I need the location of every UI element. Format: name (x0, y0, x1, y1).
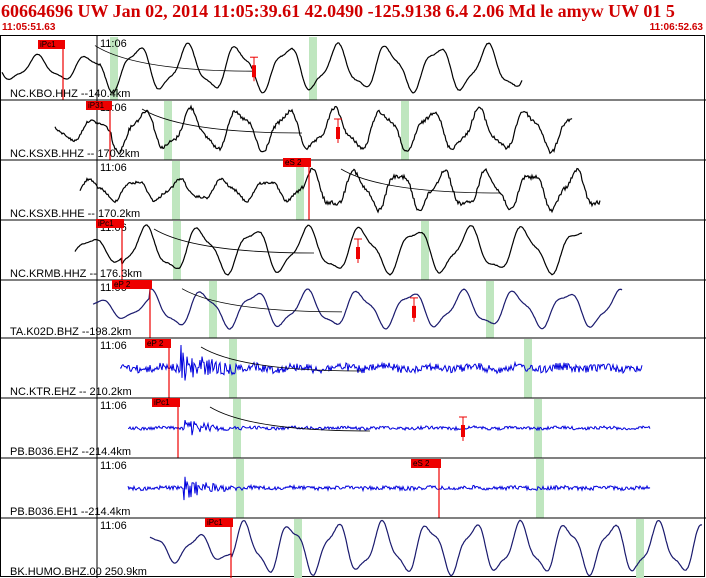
phase-window-bar (172, 161, 180, 220)
trace-label: TA.K02D.BHZ --198.2km (10, 326, 131, 338)
time-tick-label: 11:06 (100, 38, 127, 50)
window-start-time: 11:05:51.63 (2, 22, 56, 33)
phase-pick-flag[interactable] (112, 280, 152, 289)
phase-pick-flag[interactable] (283, 158, 311, 167)
waveform-trace[interactable] (120, 344, 643, 381)
waveform-trace[interactable] (74, 224, 583, 276)
phase-window-bar (110, 37, 118, 100)
phase-pick-label: iPc1 (154, 398, 170, 407)
amplitude-marker-box (461, 425, 465, 437)
phase-pick-label: iPc1 (40, 40, 56, 49)
phase-pick-flag[interactable] (145, 339, 171, 348)
phase-window-bar (294, 519, 302, 578)
waveform-trace[interactable] (92, 288, 623, 330)
amplitude-marker-box (356, 247, 360, 259)
waveform-trace[interactable] (149, 519, 703, 577)
phase-window-bar (173, 221, 181, 280)
phase-window-bar (233, 399, 241, 458)
phase-pick-label: eP 2 (147, 339, 164, 348)
trace-label: NC.KSXB.HHZ -- 170.2km (10, 148, 140, 160)
phase-window-bar (636, 519, 644, 578)
travel-time-curve (181, 288, 343, 313)
time-tick-label: 11:06 (100, 460, 127, 472)
amplitude-marker-box (252, 65, 256, 78)
travel-time-curve (200, 346, 362, 372)
time-tick-label: 11:06 (100, 400, 127, 412)
trace-label: NC.KTR.EHZ -- 210.2km (10, 386, 132, 398)
travel-time-curve (141, 108, 303, 134)
time-tick-label: 11:06 (100, 520, 127, 532)
time-tick-label: 11:06 (100, 162, 127, 174)
trace-label: NC.KSXB.HHE -- 170.2km (10, 208, 140, 220)
phase-pick-label: iP31 (88, 101, 105, 110)
travel-time-curve (209, 406, 371, 432)
phase-window-bar (236, 459, 244, 518)
phase-pick-label: eS 2 (285, 158, 302, 167)
phase-pick-flag[interactable] (205, 518, 233, 527)
phase-window-bar (401, 101, 409, 160)
phase-window-bar (164, 101, 172, 160)
trace-label: BK.HUMO.BHZ.00 250.9km (10, 566, 147, 578)
amplitude-marker-box (336, 127, 340, 139)
phase-window-bar (209, 281, 217, 338)
amplitude-marker-box (412, 305, 416, 318)
travel-time-curve (94, 45, 256, 72)
phase-pick-label: eS 2 (413, 459, 430, 468)
phase-pick-label: iPc1 (98, 219, 114, 228)
phase-pick-flag[interactable] (411, 459, 441, 468)
trace-label: PB.B036.EH1 --214.4km (10, 506, 130, 518)
waveform-trace[interactable] (127, 476, 651, 501)
waveform-trace[interactable] (1, 42, 523, 94)
phase-window-bar (229, 339, 237, 398)
event-summary-title: 60664696 UW Jan 02, 2014 11:05:39.61 42.… (1, 1, 675, 21)
waveform-trace[interactable] (79, 167, 601, 214)
phase-window-bar (421, 221, 429, 280)
waveform-trace[interactable] (128, 419, 651, 436)
time-tick-label: 11:06 (100, 340, 127, 352)
travel-time-curve (153, 228, 315, 254)
phase-pick-label: eP 2 (114, 280, 131, 289)
window-end-time: 11:06:52.63 (649, 22, 703, 33)
phase-window-bar (486, 281, 494, 338)
phase-pick-flag[interactable] (86, 101, 112, 110)
phase-pick-flag[interactable] (96, 219, 124, 228)
trace-label: PB.B036.EHZ --214.4km (10, 446, 131, 458)
trace-label: NC.KBO.HHZ --140.4km (10, 88, 130, 100)
phase-pick-label: iPc1 (207, 518, 223, 527)
phase-pick-flag[interactable] (152, 398, 180, 407)
phase-window-bar (309, 37, 317, 100)
trace-label: NC.KRMB.HHZ -- 176.3km (10, 268, 142, 280)
phase-pick-flag[interactable] (38, 40, 65, 49)
travel-time-curve (340, 168, 502, 194)
plot-frame (0, 35, 705, 577)
waveform-trace[interactable] (54, 104, 573, 156)
